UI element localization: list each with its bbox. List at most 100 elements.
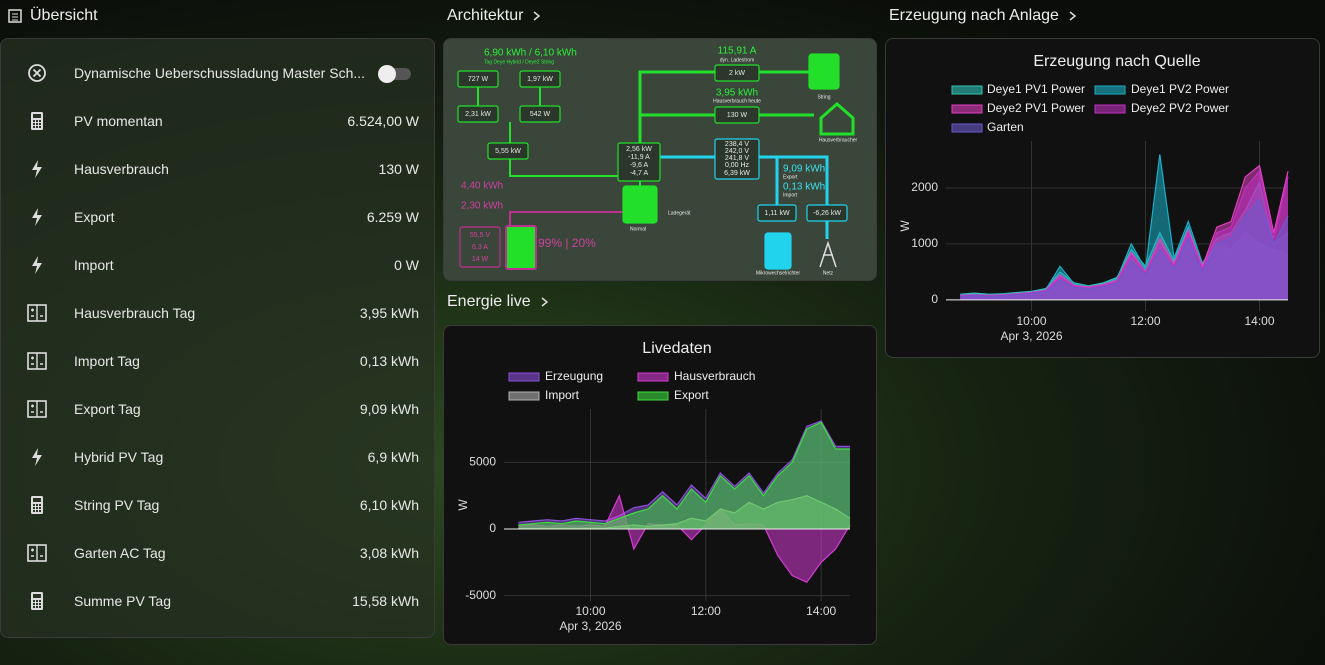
row-value: 3,95 kWh — [359, 305, 419, 321]
row-label: Dynamische Ueberschussladung Master Sch.… — [74, 65, 366, 81]
live-chart-card: Livedaten Erzeugung Hausverbrauch Import Exp… — [443, 325, 877, 645]
diagram-label: -9,6 A — [630, 162, 649, 169]
icon-part — [32, 160, 42, 178]
diagram-label: 727 W — [468, 76, 489, 83]
legend-label: Deye1 PV2 Power — [1131, 82, 1229, 96]
diagram-label: 238,4 V — [725, 141, 749, 148]
box — [714, 106, 760, 124]
legend-label: Deye2 PV2 Power — [1131, 101, 1229, 115]
row-icon — [31, 496, 43, 514]
icon-part — [31, 353, 43, 369]
architecture-header[interactable]: Architektur — [447, 5, 543, 27]
icon-part — [33, 498, 41, 502]
overview-header[interactable]: Übersicht — [8, 5, 98, 27]
row-label: Hybrid PV Tag — [74, 449, 164, 465]
icon-part — [39, 120, 41, 122]
toggle[interactable] — [375, 63, 415, 83]
row-value: 6,10 kWh — [359, 497, 419, 513]
legend-label: Erzeugung — [545, 369, 603, 383]
x-tick-label: 10:00 — [1016, 314, 1046, 328]
diagram-label: 1,11 kW — [764, 210, 790, 217]
icon-part — [39, 504, 41, 506]
x-date-label: Apr 3, 2026 — [1000, 329, 1062, 343]
overview-row: PV momentan 6.524,00 W — [1, 106, 436, 136]
series-area — [518, 495, 850, 583]
icon-part — [39, 600, 41, 602]
series-area — [518, 422, 850, 529]
icon-part — [36, 123, 38, 125]
icon-part — [33, 123, 35, 125]
box — [806, 204, 848, 222]
icon-part — [32, 256, 42, 274]
diagram-label: 130 W — [727, 112, 748, 119]
icon-part — [39, 126, 41, 128]
icon-part — [36, 603, 38, 605]
icon-part — [33, 120, 35, 122]
inverter-icon — [808, 53, 840, 90]
chevron — [534, 11, 541, 21]
legend-label: Export — [674, 388, 709, 402]
overview-row: Export Tag 9,09 kWh — [1, 394, 436, 424]
diagram-label: 242,0 V — [725, 148, 749, 155]
row-label: Import — [74, 257, 114, 273]
generation-header[interactable]: Erzeugung nach Anlage — [889, 5, 1079, 27]
y-tick-label: 2000 — [911, 180, 938, 194]
diagram-label: 1,97 kW — [527, 76, 553, 83]
x-tick-label: 14:00 — [1244, 314, 1274, 328]
diagram-label: Hausverbraucher — [819, 137, 858, 143]
row-label: Export — [74, 209, 115, 225]
overview-row: Garten AC Tag 3,08 kWh — [1, 538, 436, 568]
diagram-label: Import — [783, 192, 798, 198]
box — [459, 226, 501, 268]
box — [457, 105, 499, 123]
series-line — [518, 421, 850, 526]
x-tick-label: 14:00 — [806, 604, 836, 618]
diagram-label: 55,5 V — [470, 232, 491, 239]
icon-part — [33, 594, 41, 598]
box — [714, 138, 760, 180]
icon-part — [33, 126, 35, 128]
row-label: Summe PV Tag — [74, 593, 172, 609]
y-axis-label: W — [456, 499, 470, 511]
icon-part — [39, 507, 41, 509]
diagram-label: Tag Deye Hybrid / Deye2 String — [484, 59, 554, 65]
icon-part — [39, 603, 41, 605]
icon-part — [32, 68, 42, 78]
legend-label: Deye2 PV1 Power — [987, 101, 1085, 115]
overview-row: Hybrid PV Tag 6,9 kWh — [1, 442, 436, 472]
legend-swatch — [508, 391, 540, 401]
icon-part — [33, 504, 35, 506]
row-value: 3,08 kWh — [359, 545, 419, 561]
legend-swatch — [508, 372, 540, 382]
row-label: Export Tag — [74, 401, 141, 417]
energy-live-header[interactable]: Energie live — [447, 291, 551, 313]
chart: Erzeugung nach Quelle Deye1 PV1 Power Deye… — [898, 53, 1289, 343]
icon-part — [33, 114, 41, 118]
icon-part — [31, 545, 43, 561]
x-date-label: Apr 3, 2026 — [559, 619, 621, 633]
row-label: Hausverbrauch — [74, 161, 169, 177]
diagram-label: String — [817, 94, 830, 100]
legend-label: Deye1 PV1 Power — [987, 82, 1085, 96]
y-tick-label: 5000 — [469, 455, 496, 469]
diagram-label: 14 W — [472, 256, 489, 263]
grid-tower-icon — [819, 240, 837, 268]
icon-part — [36, 126, 38, 128]
header-title: Erzeugung nach Anlage — [889, 7, 1059, 24]
legend-swatch — [1094, 104, 1126, 114]
row-icon — [32, 208, 42, 226]
diagram-label: dyn. Ladestrom — [720, 57, 754, 63]
diagram-label: 6,39 kW — [724, 170, 750, 177]
legend-label: Garten — [987, 120, 1024, 134]
row-icon — [27, 304, 47, 322]
y-tick-label: 0 — [489, 521, 496, 535]
box — [617, 142, 661, 182]
series-line — [518, 420, 850, 523]
diagram-label: 99% | 20% — [538, 236, 596, 250]
y-tick-label: 1000 — [911, 236, 938, 250]
generation-chart-card: Erzeugung nach Quelle Deye1 PV1 Power Deye… — [885, 38, 1320, 358]
icon-part — [33, 600, 35, 602]
toggle-knob — [378, 65, 396, 83]
row-value: 9,09 kWh — [359, 401, 419, 417]
